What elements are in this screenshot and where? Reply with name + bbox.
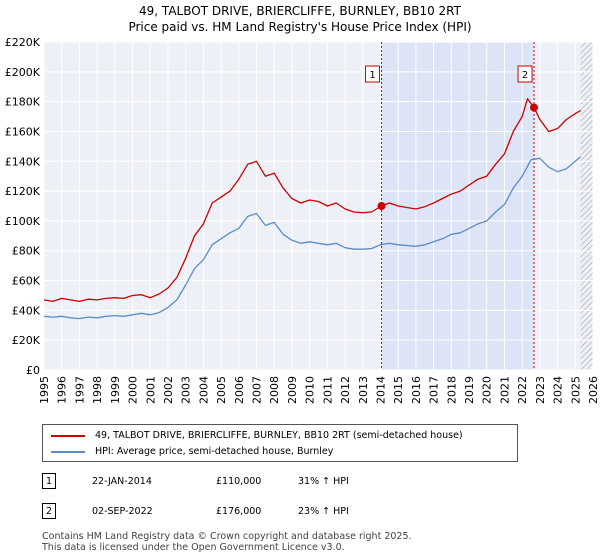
y-tick-label: £200K [5, 66, 41, 79]
footer-line-2: This data is licensed under the Open Gov… [42, 542, 345, 553]
chart-title: 49, TALBOT DRIVE, BRIERCLIFFE, BURNLEY, … [139, 4, 461, 18]
x-tick-label: 2020 [481, 376, 494, 404]
x-tick-label: 2021 [498, 376, 511, 404]
sale-1-label-box [365, 65, 381, 83]
legend-swatch-hpi [51, 451, 85, 453]
hpi-line [43, 156, 582, 320]
y-tick-label: £140K [5, 155, 41, 168]
forecast-hatch [580, 42, 593, 370]
x-tick-label: 2010 [304, 376, 317, 404]
sale-2-label: 2 [522, 70, 528, 81]
x-tick-label: 2007 [251, 376, 264, 404]
x-tick-label: 2022 [516, 376, 529, 404]
x-tick-label: 2018 [445, 376, 458, 404]
y-tick-label: £120K [5, 185, 41, 198]
y-tick-label: £0 [26, 364, 40, 377]
x-tick-label: 2023 [534, 376, 547, 404]
x-tick-label: 2024 [552, 376, 565, 404]
x-tick-label: 2015 [392, 376, 405, 404]
chart-subtitle: Price paid vs. HM Land Registry's House … [128, 20, 472, 34]
x-tick-label: 1996 [56, 376, 69, 404]
y-tick-label: £220K [5, 36, 41, 49]
x-tick-label: 1995 [38, 376, 51, 404]
x-tick-label: 1999 [109, 376, 122, 404]
x-tick-label: 2006 [233, 376, 246, 404]
sale-price-1: £110,000 [216, 476, 262, 487]
x-tick-label: 2001 [144, 376, 157, 404]
sale-date-1: 22-JAN-2014 [92, 476, 152, 487]
legend-label-hpi: HPI: Average price, semi-detached house,… [95, 446, 334, 457]
sale-price-2: £176,000 [216, 506, 262, 517]
y-tick-label: £40K [12, 304, 41, 317]
x-tick-label: 2004 [197, 376, 210, 404]
y-tick-label: £20K [12, 334, 41, 347]
y-tick-label: £100K [5, 215, 41, 228]
x-tick-label: 2013 [357, 376, 370, 404]
x-tick-label: 2026 [587, 376, 600, 404]
x-tick-label: 1997 [73, 376, 86, 404]
sale-2-point [530, 103, 539, 112]
ownership-shade [381, 42, 535, 370]
x-tick-label: 2003 [180, 376, 193, 404]
x-tick-label: 2014 [374, 376, 387, 404]
sale-change-1: 31% ↑ HPI [298, 476, 349, 487]
chart-title-block: 49, TALBOT DRIVE, BRIERCLIFFE, BURNLEY, … [0, 3, 600, 35]
sale-1-label: 1 [369, 70, 375, 81]
chart-plot: £0 £20K £40K £60K £80K £100K £120K £140K £160K £1… [5, 36, 600, 404]
y-tick-label: £180K [5, 96, 41, 109]
sale-change-2: 23% ↑ HPI [298, 506, 349, 517]
x-tick-label: 2025 [569, 376, 582, 404]
x-tick-label: 2002 [162, 376, 175, 404]
footer: Contains HM Land Registry data © Crown c… [42, 531, 412, 553]
property-price-line [43, 98, 581, 303]
x-tick-label: 2012 [339, 376, 352, 404]
sale-marker-1: 1 [42, 473, 56, 489]
y-tick-label: £160K [5, 125, 41, 138]
sale-1-point [377, 202, 386, 210]
x-tick-label: 2000 [127, 376, 140, 404]
x-tick-label: 2016 [410, 376, 423, 404]
legend-swatch-property [51, 435, 85, 437]
sale-2-label-box [517, 65, 533, 83]
y-tick-label: £80K [12, 245, 41, 258]
sale-date-2: 02-SEP-2022 [92, 506, 153, 517]
y-tick-label: £60K [12, 275, 41, 288]
legend: 49, TALBOT DRIVE, BRIERCLIFFE, BURNLEY, … [42, 424, 518, 462]
x-tick-label: 2005 [215, 376, 228, 404]
sale-marker-2: 2 [42, 503, 56, 519]
x-tick-label: 1998 [91, 376, 104, 404]
x-tick-label: 2008 [268, 376, 281, 404]
legend-label-property: 49, TALBOT DRIVE, BRIERCLIFFE, BURNLEY, … [95, 430, 463, 441]
footer-line-1: Contains HM Land Registry data © Crown c… [42, 531, 412, 542]
x-tick-label: 2017 [428, 376, 441, 404]
x-tick-label: 2009 [286, 376, 299, 404]
x-tick-label: 2019 [463, 376, 476, 404]
x-tick-label: 2011 [321, 376, 334, 404]
